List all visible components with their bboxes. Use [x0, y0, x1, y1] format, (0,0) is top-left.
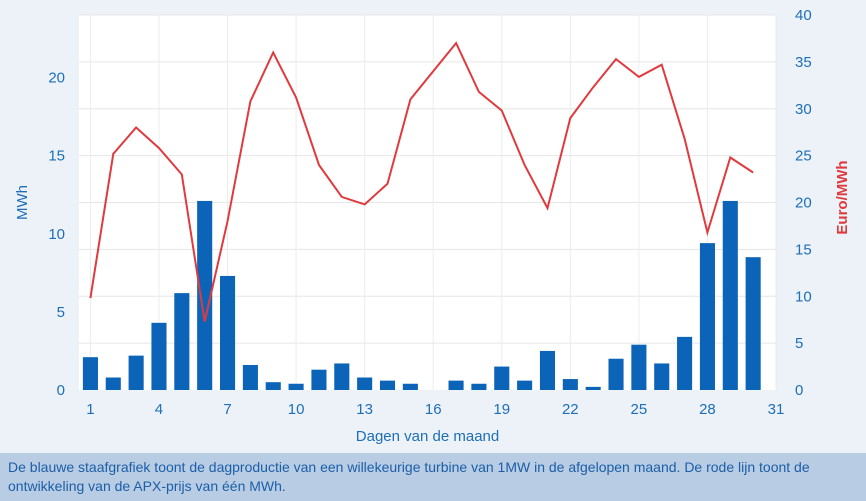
right-axis-tick-label: 0 — [795, 382, 803, 399]
bar-day-21 — [539, 350, 556, 390]
bar-day-17 — [448, 380, 464, 390]
left-axis-tick-label: 20 — [48, 70, 65, 87]
bar-day-25 — [631, 344, 647, 390]
left-axis-tick-label: 15 — [48, 148, 65, 165]
bar-day-6 — [197, 200, 213, 390]
left-axis-tick-label: 0 — [57, 382, 65, 399]
right-axis-tick-label: 15 — [795, 241, 812, 258]
bar-day-22 — [562, 379, 578, 390]
combo-chart: 0 5 10 15 20 0 5 10 15 20 25 30 35 40 1 4 7 10 13 16 19 22 25 2… — [14, 7, 851, 445]
right-axis-tick-label: 20 — [795, 195, 812, 212]
x-axis-tick-label: 7 — [223, 401, 231, 418]
bar-day-30 — [745, 257, 761, 390]
chart-caption: De blauwe staafgrafiek toont de dagprodu… — [0, 453, 866, 501]
bar-day-7 — [219, 275, 236, 390]
right-axis-tick-label: 30 — [795, 101, 812, 118]
right-axis-title: Euro/MWh — [834, 160, 851, 234]
bar-day-26 — [654, 363, 670, 390]
bar-day-9 — [265, 382, 281, 390]
x-axis-tick-label: 1 — [86, 401, 94, 418]
x-axis-tick-label: 16 — [425, 401, 442, 418]
bar-day-1 — [82, 357, 98, 390]
bar-day-4 — [151, 322, 167, 390]
bar-day-18 — [471, 383, 487, 390]
x-axis-tick-label: 22 — [562, 401, 579, 418]
right-axis-tick-label: 35 — [795, 54, 812, 71]
bar-day-28 — [699, 243, 715, 390]
x-axis-tick-label: 10 — [288, 401, 305, 418]
right-axis-tick-label: 10 — [795, 288, 812, 305]
price-line — [89, 41, 754, 322]
chart-area: 0 5 10 15 20 0 5 10 15 20 25 30 35 40 1 4 7 10 13 16 19 22 25 2… — [14, 7, 851, 445]
left-axis-title: MWh — [14, 185, 31, 220]
left-axis-tick-label: 5 — [57, 304, 65, 321]
bar-day-23 — [585, 386, 601, 390]
right-axis-tick-label: 5 — [795, 335, 803, 352]
right-axis-tick-label: 40 — [795, 7, 812, 24]
bar-day-11 — [311, 369, 327, 390]
bar-day-24 — [608, 358, 624, 390]
left-axis-tick-label: 10 — [48, 226, 65, 243]
x-axis-tick-label: 28 — [699, 401, 716, 418]
bar-day-14 — [379, 380, 396, 390]
x-axis-tick-label: 25 — [631, 401, 648, 418]
bar-day-5 — [174, 293, 190, 390]
x-axis-title: Dagen van de maand — [356, 428, 499, 445]
bar-day-29 — [722, 200, 738, 390]
bar-day-12 — [334, 363, 350, 390]
x-axis-tick-label: 13 — [356, 401, 373, 418]
bar-day-2 — [105, 377, 121, 390]
bar-day-13 — [357, 377, 373, 390]
x-axis-tick-label: 31 — [768, 401, 785, 418]
bar-day-19 — [494, 366, 510, 390]
bar-day-27 — [677, 336, 693, 390]
x-axis-tick-label: 4 — [155, 401, 163, 418]
bar-day-3 — [128, 355, 144, 390]
x-axis-tick-label: 19 — [493, 401, 510, 418]
bar-day-15 — [402, 383, 418, 390]
right-axis-tick-label: 25 — [795, 148, 812, 165]
bar-day-10 — [288, 383, 304, 390]
bar-day-20 — [517, 380, 533, 390]
bar-day-8 — [242, 365, 258, 390]
